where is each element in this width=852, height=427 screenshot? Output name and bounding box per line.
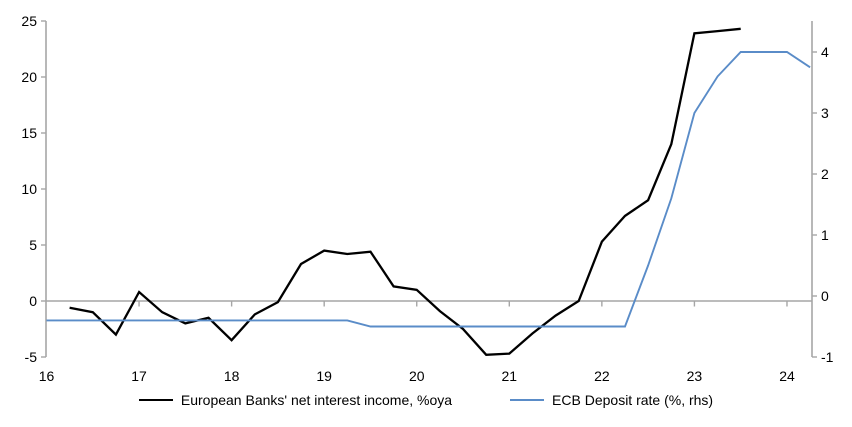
- left-axis-tick-label: 10: [21, 181, 37, 197]
- ecb-deposit-rate-line-swatch: [510, 399, 545, 401]
- x-axis-tick-label: 17: [131, 368, 147, 384]
- ecb-deposit-rate-line: [46, 51, 811, 328]
- right-axis-tick-label: 4: [821, 44, 829, 60]
- x-axis-tick-label: 21: [502, 368, 518, 384]
- legend: European Banks' net interest income, %oy…: [0, 392, 852, 408]
- net-interest-income-legend-label: European Banks' net interest income, %oy…: [180, 392, 453, 408]
- right-axis-tick-label: 1: [821, 227, 829, 243]
- right-axis-tick-label: 2: [821, 166, 829, 182]
- x-axis-tick-label: 23: [687, 368, 703, 384]
- left-axis-tick-label: 25: [21, 13, 37, 29]
- legend-item-ecb-deposit-rate: ECB Deposit rate (%, rhs): [510, 392, 713, 408]
- x-axis-tick-label: 19: [316, 368, 332, 384]
- right-axis-tick-label: 3: [821, 105, 829, 121]
- net-interest-income-line-swatch: [138, 399, 173, 401]
- x-axis-tick-label: 22: [594, 368, 610, 384]
- ecb-deposit-rate-legend-label: ECB Deposit rate (%, rhs): [552, 392, 714, 408]
- x-axis-tick-label: 18: [224, 368, 240, 384]
- x-axis-tick-label: 24: [779, 368, 795, 384]
- x-axis-tick-label: 20: [409, 368, 425, 384]
- left-axis-tick-label: 20: [21, 69, 37, 85]
- right-axis-tick-label: 0: [821, 288, 829, 304]
- legend-item-net-interest-income: European Banks' net interest income, %oy…: [138, 392, 453, 408]
- right-axis-tick-label: -1: [821, 349, 834, 365]
- net-interest-income-line: [69, 27, 741, 356]
- left-axis-tick-label: -5: [25, 349, 38, 365]
- left-axis-tick-label: 15: [21, 125, 37, 141]
- left-axis-tick-label: 0: [29, 293, 37, 309]
- left-axis-tick-label: 5: [29, 237, 37, 253]
- x-axis-tick-label: 16: [39, 368, 55, 384]
